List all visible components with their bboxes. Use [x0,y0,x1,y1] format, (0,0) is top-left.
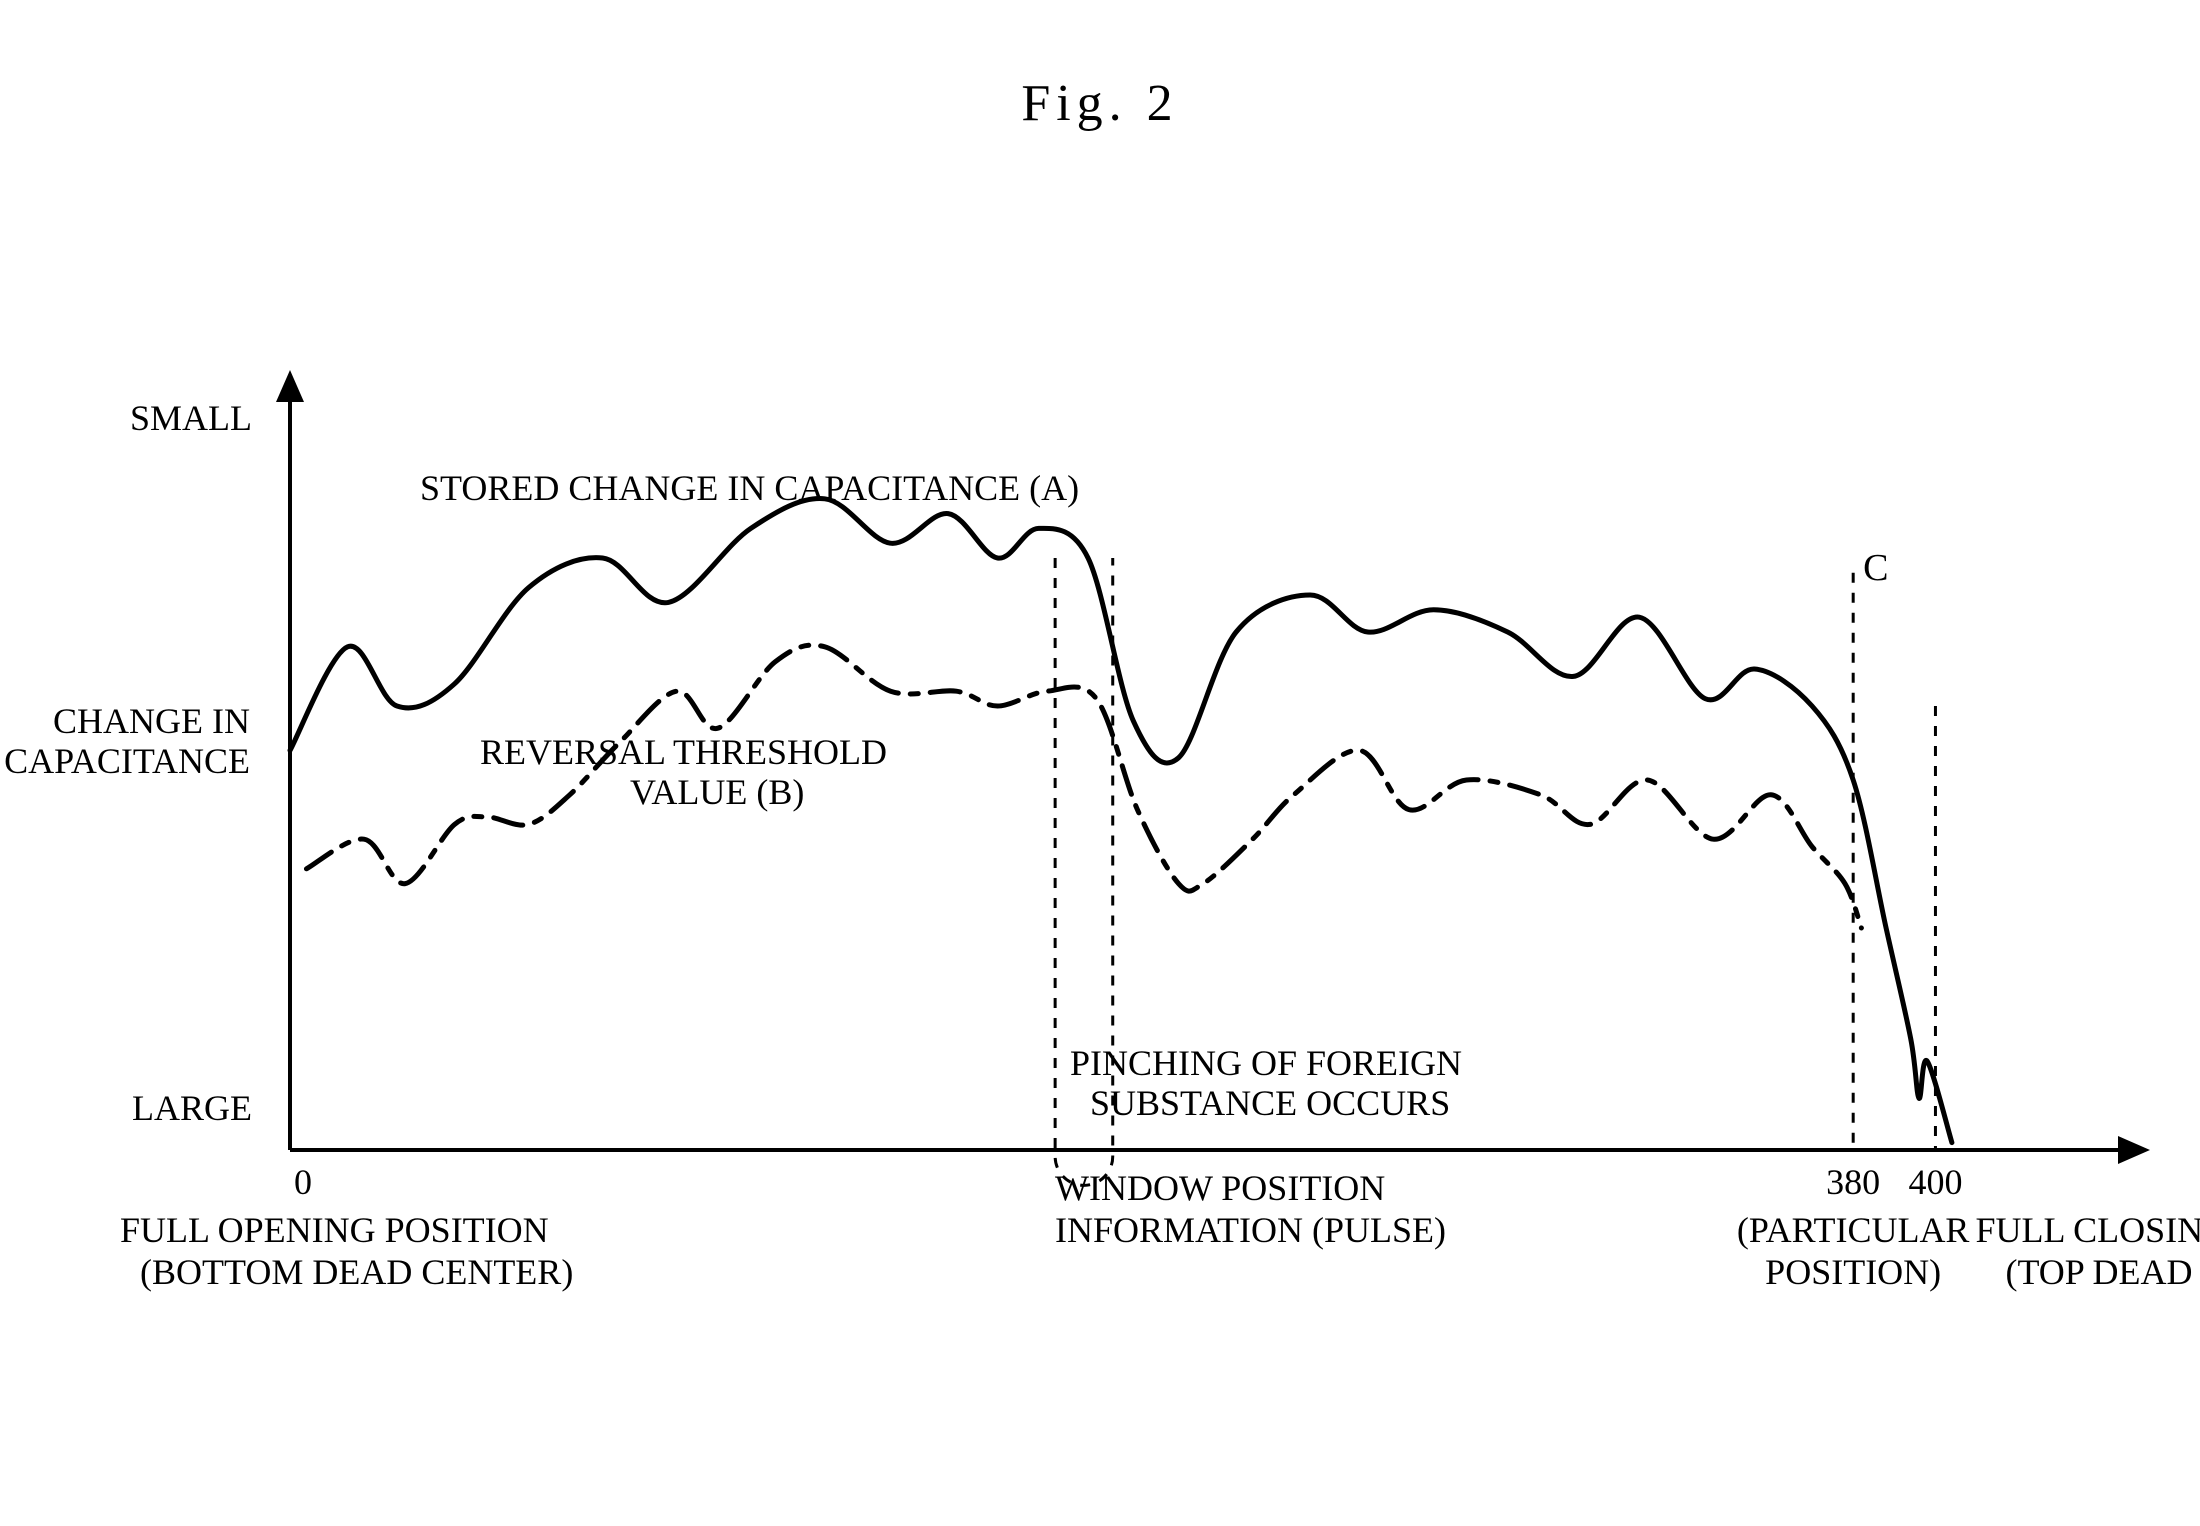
x-axis-title-2: INFORMATION (PULSE) [1055,1210,1446,1250]
pinch-label-1: PINCHING OF FOREIGN [1070,1043,1462,1083]
y-label-large: LARGE [132,1088,252,1128]
x-mid-2: POSITION) [1765,1252,1941,1292]
marker-c-label: C [1863,547,1888,589]
y-axis-title-2: CAPACITANCE [4,741,250,781]
y-axis-title-1: CHANGE IN [53,701,250,741]
chart-svg: Fig. 2 SMALL LARGE CHANGE INCAPACITANCE STOR… [0,0,2200,1526]
pinch-label-2: SUBSTANCE OCCURS [1090,1083,1450,1123]
x-right-1: FULL CLOSING POSITION [1975,1210,2200,1250]
x-tick-0: 0 [294,1162,312,1202]
x-tick-400: 400 [1908,1162,1962,1202]
y-label-small: SMALL [130,398,252,438]
x-axis-title-1: WINDOW POSITION [1055,1168,1385,1208]
series-b-label-1: REVERSAL THRESHOLD [480,732,887,772]
x-mid-1: (PARTICULAR [1737,1210,1970,1250]
x-tick-380: 380 [1826,1162,1880,1202]
figure-title: Fig. 2 [1021,75,1178,132]
series-b-label-2: VALUE (B) [630,772,804,812]
x-right-2: (TOP DEAD CENTER) [2005,1252,2200,1292]
x-left-1: FULL OPENING POSITION [120,1210,549,1250]
series-a-label: STORED CHANGE IN CAPACITANCE (A) [420,468,1079,508]
chart-background [0,0,2200,1526]
x-left-2: (BOTTOM DEAD CENTER) [140,1252,573,1292]
figure-container: Fig. 2 SMALL LARGE CHANGE INCAPACITANCE STOR… [0,0,2200,1526]
